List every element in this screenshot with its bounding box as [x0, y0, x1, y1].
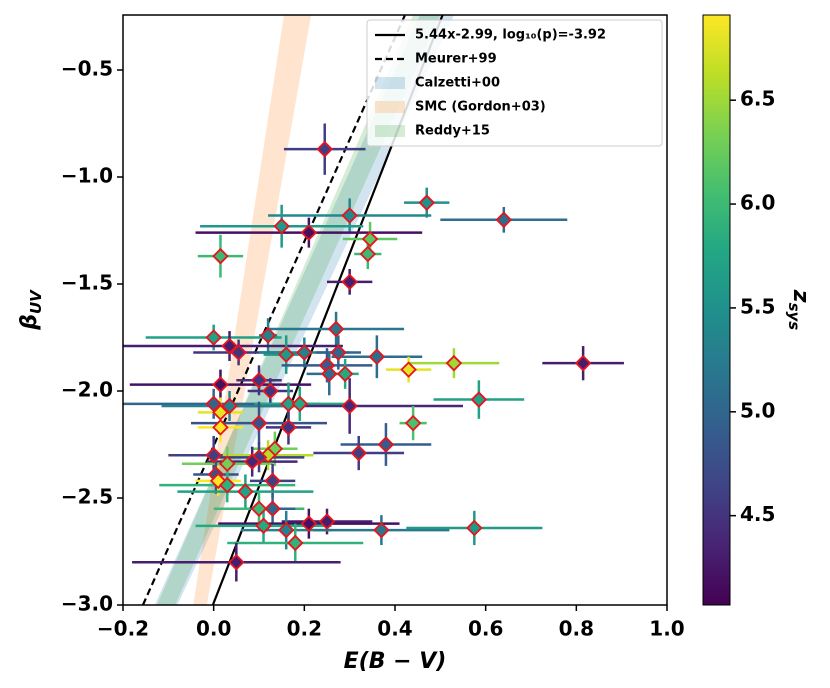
y-tick-label: −3.0: [61, 592, 113, 616]
point: [230, 344, 247, 361]
point: [470, 391, 488, 408]
point: [273, 217, 290, 235]
colorbar-tick-label: 5.0: [740, 398, 775, 422]
point: [212, 376, 229, 393]
legend: 5.44x-2.99, log₁₀(p)=-3.92 Meurer+99 Calze…: [366, 19, 663, 147]
x-tick-label: 1.0: [649, 617, 684, 641]
legend-label: Calzetti+00: [415, 76, 500, 91]
y-tick-label: −1.5: [61, 270, 113, 294]
point: [330, 344, 347, 361]
point: [327, 320, 345, 338]
point: [205, 446, 222, 464]
colorbar-tick-label: 6.5: [740, 87, 775, 111]
point: [243, 453, 261, 470]
point: [320, 365, 338, 383]
y-tick-label: −0.5: [61, 56, 113, 80]
point: [280, 419, 297, 436]
x-tick-label: 0.2: [287, 617, 322, 641]
legend-label: Meurer+99: [415, 52, 497, 67]
point: [350, 444, 368, 462]
cbar-label-main: z: [788, 289, 813, 303]
point: [445, 354, 463, 372]
point: [212, 419, 229, 436]
point: [228, 553, 245, 571]
point: [377, 436, 395, 453]
colorbar-tick-label: 5.5: [740, 294, 775, 318]
point: [336, 365, 354, 383]
point: [300, 224, 318, 241]
y-label-sub: UV: [27, 289, 45, 314]
legend-label: Reddy+15: [415, 124, 490, 139]
y-label-main: β: [17, 314, 42, 331]
point: [250, 372, 268, 389]
point: [368, 348, 386, 366]
legend-patch: [375, 77, 405, 89]
x-tick-label: −0.2: [97, 617, 149, 641]
point: [359, 245, 377, 263]
point: [404, 414, 422, 432]
y-tick-label: −2.5: [61, 484, 113, 508]
point: [218, 455, 236, 473]
point: [318, 513, 336, 530]
point: [259, 327, 277, 344]
y-axis-label: βUV: [17, 289, 45, 331]
y-tick-label: −1.0: [61, 163, 113, 187]
legend-patch: [375, 125, 405, 137]
x-tick-label: 0.8: [559, 617, 594, 641]
x-tick-label: 0.0: [196, 617, 231, 641]
point: [205, 395, 222, 413]
point: [250, 500, 268, 517]
fit-line: [141, 15, 406, 605]
point: [466, 519, 483, 537]
point: [286, 534, 304, 552]
point: [341, 273, 358, 291]
point: [237, 483, 254, 500]
point: [264, 472, 281, 490]
point: [361, 230, 379, 248]
point: [221, 337, 238, 355]
x-tick-label: 0.6: [468, 617, 503, 641]
point: [296, 344, 313, 361]
colorbar: [702, 14, 731, 606]
point: [250, 414, 268, 432]
x-tick-label: 0.4: [377, 617, 412, 641]
x-axis-label: E(B − V): [344, 649, 447, 674]
point: [300, 515, 318, 532]
point: [495, 211, 513, 229]
legend-box: [366, 19, 663, 147]
point: [316, 140, 334, 158]
point: [280, 395, 297, 413]
point: [373, 521, 390, 539]
y-tick-label: −2.0: [61, 377, 113, 401]
point: [341, 207, 358, 224]
point: [218, 476, 236, 494]
point: [341, 397, 358, 415]
point: [264, 500, 281, 517]
point: [205, 329, 222, 346]
colorbar-tick-label: 6.0: [740, 191, 775, 215]
point: [212, 247, 229, 265]
point: [291, 395, 309, 413]
point: [221, 397, 238, 415]
colorbar-label: zsys: [786, 289, 814, 331]
point: [262, 382, 279, 400]
point: [277, 346, 295, 363]
point: [255, 517, 272, 535]
colorbar-tick-label: 4.5: [740, 502, 775, 526]
cbar-label-sub: sys: [786, 303, 804, 331]
point: [418, 194, 436, 211]
point: [574, 354, 592, 372]
legend-label: 5.44x-2.99, log₁₀(p)=-3.92: [415, 28, 606, 43]
point: [277, 521, 295, 539]
legend-label: SMC (Gordon+03): [415, 100, 546, 115]
point: [400, 361, 417, 378]
plot-area: [123, 15, 624, 605]
legend-patch: [375, 101, 405, 113]
